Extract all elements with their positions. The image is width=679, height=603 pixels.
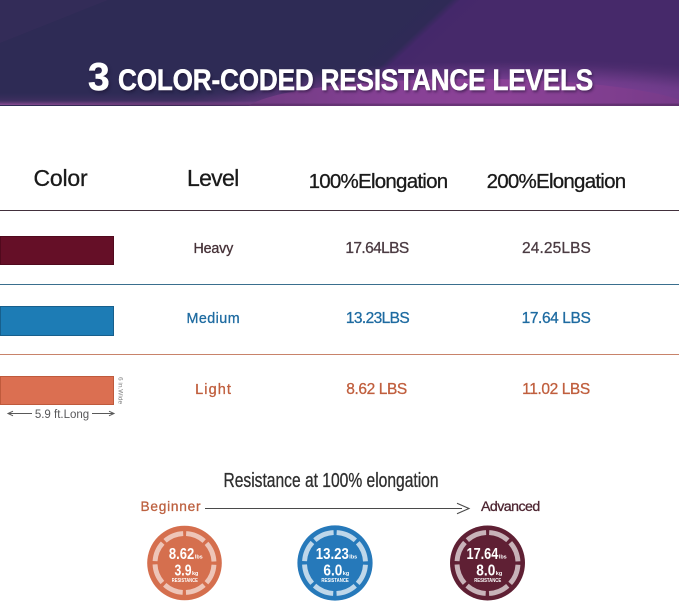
svg-text:lbs: lbs bbox=[349, 555, 357, 561]
svg-text:17.64: 17.64 bbox=[467, 546, 499, 563]
svg-text:RESISTANCE: RESISTANCE bbox=[321, 578, 349, 584]
svg-text:8.62: 8.62 bbox=[169, 546, 194, 563]
svg-text:6.0: 6.0 bbox=[323, 562, 342, 579]
svg-text:3.9: 3.9 bbox=[175, 562, 192, 579]
svg-text:lbs: lbs bbox=[195, 555, 203, 561]
svg-text:8.0: 8.0 bbox=[476, 562, 495, 579]
svg-text:13.23: 13.23 bbox=[316, 546, 349, 563]
svg-text:RESISTANCE: RESISTANCE bbox=[474, 578, 502, 584]
svg-text:kg: kg bbox=[496, 571, 502, 577]
svg-text:lbs: lbs bbox=[499, 555, 507, 561]
svg-text:kg: kg bbox=[192, 571, 198, 577]
svg-text:kg: kg bbox=[343, 571, 349, 577]
svg-text:5.9 ft.Long: 5.9 ft.Long bbox=[35, 409, 89, 421]
svg-text:RESISTANCE: RESISTANCE bbox=[172, 578, 199, 584]
